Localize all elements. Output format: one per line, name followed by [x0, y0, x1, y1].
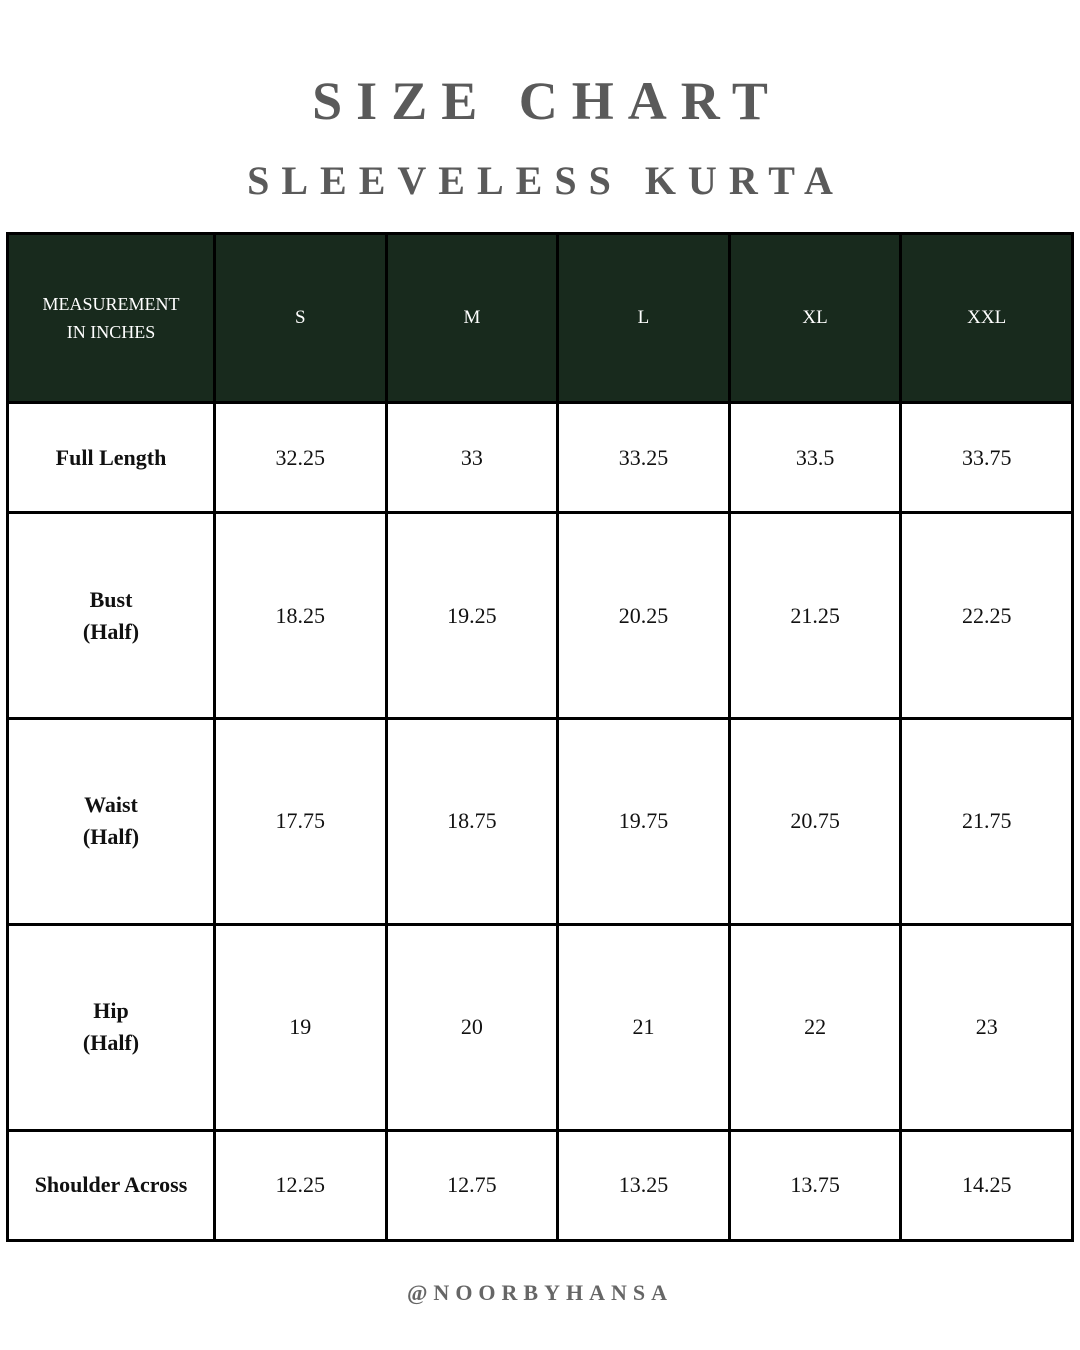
value-cell: 21	[556, 922, 731, 1132]
row-label-line: Hip	[93, 998, 129, 1024]
row-label-line: (Half)	[82, 1030, 140, 1056]
row-label-line: Waist	[84, 792, 138, 818]
row-label: Waist (Half)	[6, 717, 216, 926]
value-cell: 21.75	[899, 717, 1074, 926]
value-cell: 19.25	[384, 511, 560, 721]
row-label: Full Length	[6, 400, 216, 515]
value-cell: 33.25	[556, 400, 731, 515]
value-cell: 33	[384, 400, 560, 515]
value-cell: 13.75	[727, 1128, 903, 1243]
value-cell: 32.25	[213, 400, 388, 515]
row-label-line: Bust	[89, 586, 133, 612]
value-cell: 12.25	[213, 1128, 388, 1243]
header-size-l: L	[556, 232, 731, 404]
header-measurement: MEASUREMENT IN INCHES	[6, 232, 216, 404]
value-cell: 12.75	[384, 1128, 560, 1243]
row-label: Shoulder Across	[6, 1128, 216, 1243]
value-cell: 23	[899, 922, 1074, 1132]
header-size-xxl: XXL	[899, 232, 1074, 404]
row-label-line: (Half)	[82, 618, 140, 644]
row-label-line: (Half)	[82, 824, 140, 850]
header-size-s: S	[213, 232, 388, 404]
value-cell: 13.25	[556, 1128, 731, 1243]
header-measurement-line1: MEASUREMENT	[42, 294, 180, 314]
size-chart-table: MEASUREMENT IN INCHES S M L XL XXL Full …	[6, 232, 1074, 1243]
value-cell: 33.5	[727, 400, 903, 515]
value-cell: 14.25	[899, 1128, 1074, 1243]
value-cell: 20	[384, 922, 560, 1132]
table-row: Full Length 32.25 33 33.25 33.5 33.75	[6, 400, 1074, 515]
value-cell: 21.25	[727, 511, 903, 721]
value-cell: 22	[727, 922, 903, 1132]
value-cell: 20.25	[556, 511, 731, 721]
value-cell: 20.75	[727, 717, 903, 926]
header-measurement-line2: IN INCHES	[66, 322, 156, 342]
value-cell: 18.75	[384, 717, 560, 926]
row-label-line: Full Length	[55, 444, 167, 470]
header-size-xl: XL	[727, 232, 903, 404]
value-cell: 22.25	[899, 511, 1074, 721]
header-row: MEASUREMENT IN INCHES S M L XL XXL	[6, 232, 1074, 404]
value-cell: 33.75	[899, 400, 1074, 515]
table-row: Waist (Half) 17.75 18.75 19.75 20.75 21.75	[6, 717, 1074, 926]
row-label: Hip (Half)	[6, 922, 216, 1132]
row-label: Bust (Half)	[6, 511, 216, 721]
table-row: Shoulder Across 12.25 12.75 13.25 13.75 14.25	[6, 1128, 1074, 1243]
page-title: SIZE CHART	[312, 71, 782, 131]
header-size-m: M	[384, 232, 560, 404]
value-cell: 17.75	[213, 717, 388, 926]
value-cell: 18.25	[213, 511, 388, 721]
table-row: Bust (Half) 18.25 19.25 20.25 21.25 22.25	[6, 511, 1074, 721]
footer-handle: @NOORBYHANSA	[406, 1280, 674, 1305]
table-row: Hip (Half) 19 20 21 22 23	[6, 922, 1074, 1132]
value-cell: 19.75	[556, 717, 731, 926]
value-cell: 19	[213, 922, 388, 1132]
row-label-line: Shoulder Across	[34, 1172, 188, 1198]
page-subtitle: SLEEVELESS KURTA	[247, 158, 845, 203]
